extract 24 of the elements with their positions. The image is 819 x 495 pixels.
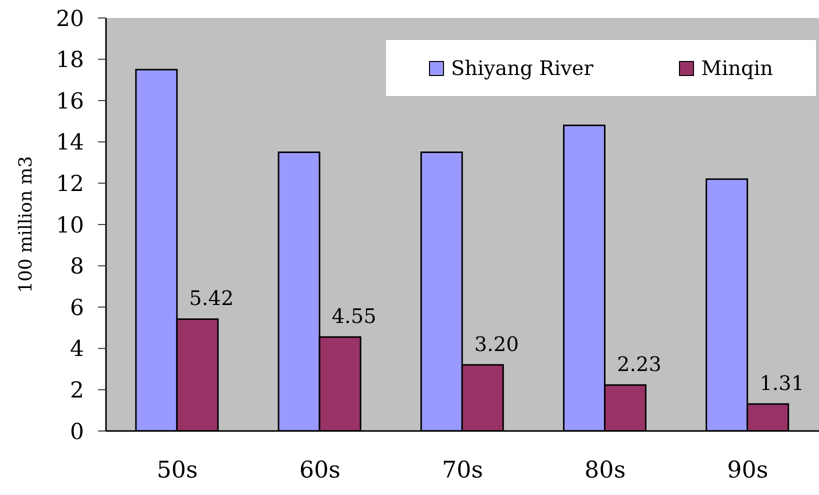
y-tick-label: 10 — [56, 213, 84, 238]
y-tick-label: 0 — [70, 420, 84, 445]
y-tick-label: 14 — [56, 130, 84, 156]
data-label: 3.20 — [474, 332, 519, 356]
y-axis-title: 100 million m3 — [16, 156, 36, 293]
x-tick-label: 80s — [584, 457, 626, 484]
y-tick-label: 2 — [70, 378, 84, 404]
data-label: 5.42 — [189, 286, 234, 310]
y-tick-label: 18 — [56, 48, 84, 74]
x-tick-label: 60s — [299, 457, 340, 484]
x-tick-label: 90s — [727, 457, 768, 484]
data-label: 1.31 — [760, 370, 804, 395]
y-tick-label: 16 — [56, 89, 84, 114]
y-tick-label: 12 — [56, 172, 84, 198]
x-tick-label: 70s — [442, 457, 484, 484]
data-label: 4.55 — [332, 304, 376, 328]
legend-label: Shiyang River — [450, 56, 594, 80]
data-label: 2.23 — [616, 352, 662, 376]
y-tick-label: 4 — [70, 337, 84, 362]
legend-label: Minqin — [701, 56, 774, 80]
y-tick-label: 8 — [70, 254, 84, 280]
y-tick-label: 20 — [56, 6, 84, 32]
x-tick-label: 50s — [156, 457, 198, 484]
y-tick-label: 6 — [70, 296, 84, 321]
